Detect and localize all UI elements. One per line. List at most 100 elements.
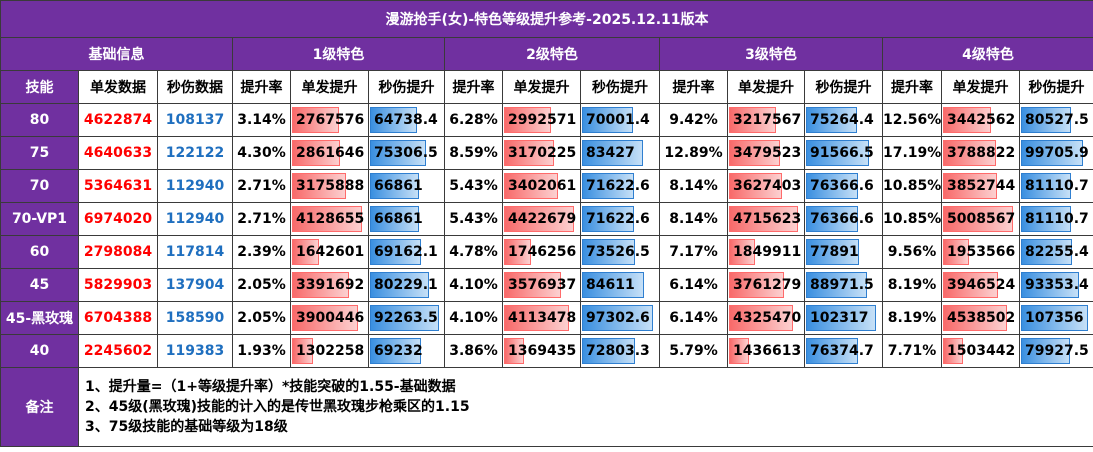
- l1-rate-value: 2.05%: [232, 268, 291, 302]
- base-dps-value: 117814: [157, 235, 233, 269]
- cell-value: 1642601: [296, 244, 365, 260]
- l4-rate-value: 8.19%: [882, 301, 942, 335]
- cell-value: 4113478: [508, 310, 577, 326]
- l2-single-cell: 3402061: [502, 169, 581, 203]
- cell-value: 3479523: [733, 145, 802, 161]
- group-header-level2: 2级特色: [444, 37, 660, 71]
- single-bar-fill: [292, 140, 341, 166]
- cell-value: 1953566: [947, 244, 1016, 260]
- base-single-value: 2245602: [78, 334, 158, 368]
- l1-rate-value: 2.71%: [232, 169, 291, 203]
- single-bar-fill: [292, 173, 346, 199]
- cell-value: 82255.4: [1025, 244, 1089, 260]
- l1-single-cell: 1302258: [290, 334, 369, 368]
- cell-value: 64738.4: [374, 112, 438, 128]
- dps-bar-fill: [1021, 305, 1088, 331]
- base-single-value: 5829903: [78, 268, 158, 302]
- l2-rate-value: 4.10%: [444, 268, 503, 302]
- l3-rate-value: 8.14%: [659, 202, 728, 236]
- note-line: 1、提升量=（1+等级提升率）*技能突破的1.55-基础数据: [85, 379, 456, 395]
- l1-rate-value: 3.14%: [232, 103, 291, 137]
- single-bar-fill: [729, 107, 776, 133]
- cell-value: 4538502: [947, 310, 1016, 326]
- cell-value: 3442562: [947, 112, 1016, 128]
- cell-value: 88971.5: [810, 277, 874, 293]
- l1-single-cell: 3175888: [290, 169, 369, 203]
- l1-rate-value: 2.71%: [232, 202, 291, 236]
- l4-rate-value: 10.85%: [882, 202, 942, 236]
- cell-value: 107356: [1025, 310, 1084, 326]
- base-dps-value: 158590: [157, 301, 233, 335]
- l4-single-cell: 1503442: [941, 334, 1020, 368]
- l3-single-cell: 4325470: [727, 301, 805, 335]
- l4-rate-value: 7.71%: [882, 334, 942, 368]
- l1-dps-cell: 75306.5: [368, 136, 445, 170]
- l3-single-cell: 3217567: [727, 103, 805, 137]
- single-bar-fill: [292, 206, 363, 232]
- single-bar-fill: [943, 140, 996, 166]
- base-dps-value: 108137: [157, 103, 233, 137]
- base-single-value: 6974020: [78, 202, 158, 236]
- cell-value: 1302258: [296, 343, 365, 359]
- cell-value: 2992571: [508, 112, 577, 128]
- l4-dps-cell: 81110.7: [1018, 202, 1093, 236]
- cell-value: 1746256: [508, 244, 577, 260]
- dps-bar-fill: [370, 305, 439, 331]
- cell-value: 73526.5: [586, 244, 650, 260]
- single-bar-fill: [504, 206, 575, 232]
- table-row: 80 4622874 108137 3.14% 2767576 64738.4 6.28% 2…: [0, 103, 1093, 137]
- dps-bar-fill: [582, 173, 634, 199]
- l4-rate-value: 9.56%: [882, 235, 942, 269]
- col-header-l1-dps: 秒伤提升: [368, 70, 445, 104]
- cell-value: 3391692: [296, 277, 365, 293]
- cell-value: 69232: [374, 343, 423, 359]
- cell-value: 76366.6: [810, 211, 874, 227]
- cell-value: 4325470: [733, 310, 802, 326]
- cell-value: 93353.4: [1025, 277, 1089, 293]
- skill-label: 80: [0, 103, 79, 137]
- l2-single-cell: 4422679: [502, 202, 581, 236]
- cell-value: 3175888: [296, 178, 365, 194]
- l1-single-cell: 4128655: [290, 202, 369, 236]
- dps-bar-fill: [1021, 206, 1071, 232]
- dps-bar-fill: [370, 173, 420, 199]
- l4-dps-cell: 80527.5: [1018, 103, 1093, 137]
- cell-value: 4128655: [296, 211, 365, 227]
- group-header-base: 基础信息: [0, 37, 233, 71]
- l2-single-cell: 1369435: [502, 334, 581, 368]
- single-bar-fill: [292, 239, 319, 265]
- notes-cell: 1、提升量=（1+等级提升率）*技能突破的1.55-基础数据 2、45级(黑玫瑰…: [77, 367, 1093, 447]
- col-header-l4-dps: 秒伤提升: [1018, 70, 1093, 104]
- base-single-value: 2798084: [78, 235, 158, 269]
- l2-single-cell: 3170225: [502, 136, 581, 170]
- single-bar-fill: [504, 140, 554, 166]
- base-single-value: 6704388: [78, 301, 158, 335]
- l1-rate-value: 2.05%: [232, 301, 291, 335]
- dps-bar-fill: [1021, 140, 1083, 166]
- col-header-single: 单发数据: [78, 70, 158, 104]
- l4-dps-cell: 107356: [1018, 301, 1093, 335]
- col-header-l3-rate: 提升率: [659, 70, 728, 104]
- col-header-l2-rate: 提升率: [444, 70, 503, 104]
- base-dps-value: 112940: [157, 202, 233, 236]
- cell-value: 81110.7: [1025, 178, 1089, 194]
- table-row: 45-黑玫瑰 6704388 158590 2.05% 3900446 92263.5 4.…: [0, 301, 1093, 335]
- l2-single-cell: 2992571: [502, 103, 581, 137]
- base-dps-value: 112940: [157, 169, 233, 203]
- l3-dps-cell: 76366.6: [804, 202, 883, 236]
- l2-dps-cell: 72803.3: [580, 334, 660, 368]
- single-bar-fill: [729, 338, 749, 364]
- cell-value: 1503442: [947, 343, 1016, 359]
- base-dps-value: 122122: [157, 136, 233, 170]
- cell-value: 81110.7: [1025, 211, 1089, 227]
- l3-dps-cell: 91566.5: [804, 136, 883, 170]
- l1-dps-cell: 64738.4: [368, 103, 445, 137]
- l4-single-cell: 3442562: [941, 103, 1020, 137]
- l1-dps-cell: 66861: [368, 169, 445, 203]
- l4-single-cell: 3788822: [941, 136, 1020, 170]
- dps-bar-fill: [806, 173, 859, 199]
- dps-bar-fill: [582, 239, 636, 265]
- skill-label: 70: [0, 169, 79, 203]
- dps-bar-fill: [806, 272, 867, 298]
- cell-value: 69162.1: [374, 244, 438, 260]
